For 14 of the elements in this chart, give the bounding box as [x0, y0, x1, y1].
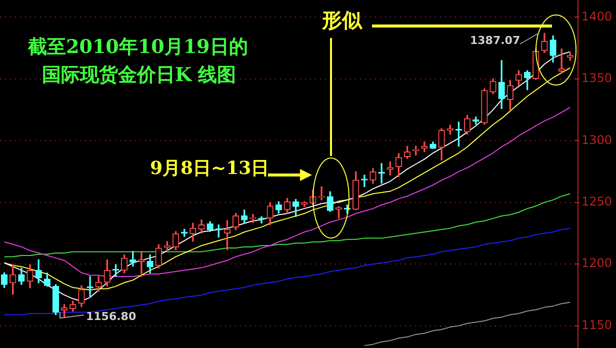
y-tick-label: 1150 — [581, 318, 612, 332]
y-tick-label: 1250 — [581, 194, 612, 209]
annotation: 形似 — [322, 8, 362, 32]
annotation: 国际现货金价日K 线图 — [42, 64, 236, 87]
annotation: 截至2010年10月19日的 — [28, 36, 248, 59]
y-tick-label: 1200 — [581, 256, 612, 270]
y-tick-label: 1350 — [581, 71, 612, 86]
y-tick-label: 1300 — [581, 132, 612, 147]
annotation: 1156.80 — [86, 310, 136, 324]
annotation: 9月8日~13日 — [150, 158, 270, 180]
candlestick — [318, 186, 325, 200]
annotation: 1387.07 — [470, 34, 520, 48]
candlestick — [250, 214, 256, 224]
y-tick-label: 1400 — [581, 9, 612, 24]
